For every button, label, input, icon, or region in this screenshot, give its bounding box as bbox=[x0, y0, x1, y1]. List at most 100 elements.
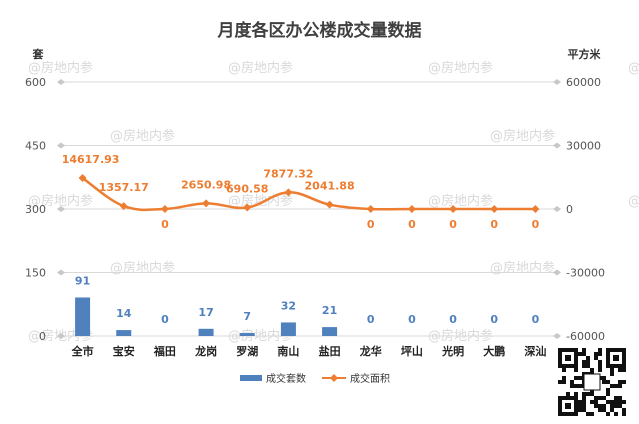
qr-finder bbox=[613, 355, 619, 361]
bar-value-label: 0 bbox=[490, 313, 498, 326]
line-point bbox=[202, 199, 211, 208]
left-tick-marker bbox=[57, 206, 65, 212]
qr-module bbox=[610, 404, 614, 408]
bar bbox=[322, 327, 338, 336]
qr-module bbox=[606, 380, 610, 384]
qr-module bbox=[570, 384, 574, 388]
category-label: 大鹏 bbox=[483, 344, 505, 358]
watermark-text: @房地内参 bbox=[628, 193, 639, 209]
qr-module bbox=[590, 412, 594, 416]
qr-module bbox=[558, 380, 562, 384]
line-point bbox=[243, 203, 252, 212]
category-label: 龙华 bbox=[359, 344, 382, 358]
qr-module bbox=[578, 400, 582, 404]
category-label: 光明 bbox=[441, 344, 464, 358]
qr-module bbox=[606, 412, 610, 416]
bar-value-label: 91 bbox=[75, 274, 90, 287]
category-label: 坪山 bbox=[401, 344, 423, 358]
qr-module bbox=[598, 368, 602, 372]
bar bbox=[116, 330, 132, 336]
qr-module bbox=[578, 352, 582, 356]
bar bbox=[280, 322, 296, 336]
line-point bbox=[490, 205, 499, 213]
bar-series bbox=[75, 297, 338, 336]
right-tick-label: 60000 bbox=[566, 76, 601, 89]
right-tick-label: 30000 bbox=[566, 140, 601, 153]
qr-module bbox=[562, 368, 566, 372]
line-point bbox=[325, 200, 334, 209]
qr-module bbox=[618, 400, 622, 404]
category-label: 全市 bbox=[71, 344, 94, 358]
line-value-label: 0 bbox=[490, 218, 498, 231]
qr-module bbox=[578, 408, 582, 412]
bar bbox=[239, 333, 255, 336]
qr-module bbox=[570, 380, 574, 384]
line-value-label: 1357.17 bbox=[99, 181, 149, 194]
legend-line-label: 成交面积 bbox=[350, 372, 390, 385]
category-label: 龙岗 bbox=[194, 344, 217, 358]
qr-module bbox=[594, 352, 598, 356]
qr-module bbox=[610, 384, 614, 388]
category-label: 盐田 bbox=[319, 344, 341, 358]
line-value-label: 0 bbox=[449, 218, 457, 231]
qr-module bbox=[622, 408, 626, 412]
qr-module bbox=[582, 392, 586, 396]
category-axis-labels: 全市 宝安 福田 龙岗 罗湖 南山 盐田 龙华 坪山 光明 大鹏 深汕 bbox=[71, 344, 547, 358]
left-axis-ticks: 0 150 300 450 600 bbox=[25, 76, 65, 343]
left-tick-marker bbox=[57, 269, 65, 276]
qr-module bbox=[582, 400, 586, 404]
qr-module bbox=[618, 404, 622, 408]
category-label: 罗湖 bbox=[236, 344, 258, 358]
qr-module bbox=[614, 400, 618, 404]
bar-value-label: 17 bbox=[198, 306, 213, 319]
watermark-text: @房地内参 bbox=[428, 193, 493, 209]
qr-module bbox=[614, 412, 618, 416]
right-tick-label: -30000 bbox=[566, 267, 605, 280]
left-tick-label: 600 bbox=[25, 76, 46, 89]
qr-module bbox=[622, 412, 626, 416]
watermark-text: @房地内参 bbox=[28, 60, 93, 76]
qr-module bbox=[606, 388, 610, 392]
qr-module bbox=[598, 352, 602, 356]
watermark-text: @房地内参 bbox=[490, 260, 555, 276]
qr-module bbox=[594, 404, 598, 408]
line-value-label: 2041.88 bbox=[305, 180, 355, 193]
right-axis-ticks: -60000 -30000 0 30000 60000 bbox=[553, 76, 605, 343]
left-tick-marker bbox=[57, 142, 65, 149]
bar bbox=[198, 328, 214, 336]
right-tick-marker bbox=[553, 269, 561, 276]
qr-module bbox=[602, 408, 606, 412]
qr-finder bbox=[565, 403, 571, 409]
line-value-label: 14617.93 bbox=[62, 153, 120, 166]
qr-module bbox=[606, 400, 610, 404]
line-series bbox=[78, 174, 540, 213]
line-point bbox=[160, 205, 169, 213]
qr-module bbox=[618, 380, 622, 384]
qr-module bbox=[618, 396, 622, 400]
qr-module bbox=[582, 348, 586, 352]
qr-module bbox=[586, 356, 590, 360]
legend-bar-swatch bbox=[240, 375, 262, 381]
bar-value-label: 7 bbox=[243, 310, 251, 323]
left-tick-label: 0 bbox=[39, 330, 46, 343]
qr-module bbox=[614, 384, 618, 388]
bar-value-label: 0 bbox=[532, 313, 540, 326]
qr-module bbox=[562, 380, 566, 384]
qr-module bbox=[586, 412, 590, 416]
bar-value-label: 0 bbox=[161, 313, 169, 326]
right-tick-marker bbox=[553, 333, 561, 339]
qr-module bbox=[590, 400, 594, 404]
qr-module bbox=[582, 408, 586, 412]
qr-module bbox=[574, 392, 578, 396]
qr-module bbox=[598, 404, 602, 408]
line-point bbox=[78, 174, 87, 183]
line-point bbox=[407, 205, 416, 213]
line-value-label: 0 bbox=[367, 218, 375, 231]
qr-module bbox=[582, 404, 586, 408]
qr-module bbox=[614, 404, 618, 408]
legend-line-marker bbox=[330, 374, 338, 382]
right-tick-marker bbox=[553, 142, 561, 149]
bar-value-label: 0 bbox=[367, 313, 375, 326]
